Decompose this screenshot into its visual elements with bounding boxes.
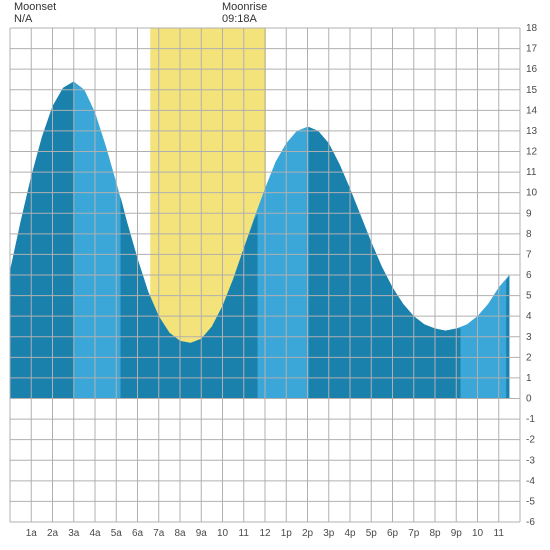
- y-tick-label: 7: [526, 249, 532, 260]
- x-tick-label: 2a: [47, 528, 59, 539]
- y-tick-label: 12: [526, 147, 538, 158]
- x-tick-label: 8a: [174, 528, 186, 539]
- y-tick-label: 18: [526, 23, 538, 34]
- x-tick-label: 5p: [366, 528, 378, 539]
- x-tick-label: 3p: [323, 528, 335, 539]
- y-tick-label: -4: [526, 476, 535, 487]
- x-tick-label: 4a: [89, 528, 101, 539]
- y-tick-label: 6: [526, 270, 532, 281]
- y-tick-label: 5: [526, 291, 532, 302]
- y-tick-label: -2: [526, 435, 535, 446]
- y-tick-label: 8: [526, 229, 532, 240]
- y-tick-label: 14: [526, 105, 538, 116]
- x-tick-label: 10: [472, 528, 484, 539]
- y-tick-label: 2: [526, 352, 532, 363]
- moonset-value: N/A: [14, 13, 33, 25]
- x-tick-label: 9p: [451, 528, 463, 539]
- x-tick-label: 5a: [111, 528, 123, 539]
- x-tick-label: 2p: [302, 528, 314, 539]
- y-tick-label: 0: [526, 394, 532, 405]
- x-tick-label: 6p: [387, 528, 399, 539]
- y-tick-label: -3: [526, 455, 535, 466]
- y-tick-label: 13: [526, 126, 538, 137]
- y-tick-label: -6: [526, 517, 535, 528]
- x-tick-label: 4p: [344, 528, 356, 539]
- y-tick-label: 10: [526, 188, 538, 199]
- x-tick-label: 8p: [429, 528, 441, 539]
- y-tick-label: 11: [526, 167, 537, 178]
- y-tick-label: 16: [526, 64, 538, 75]
- y-tick-label: 15: [526, 85, 538, 96]
- moonset-title: Moonset: [14, 1, 56, 13]
- x-tick-label: 1a: [26, 528, 38, 539]
- y-tick-label: 4: [526, 311, 532, 322]
- x-tick-label: 12: [259, 528, 271, 539]
- x-tick-label: 6a: [132, 528, 144, 539]
- x-tick-label: 9a: [196, 528, 208, 539]
- x-tick-label: 3a: [68, 528, 80, 539]
- moonrise-value: 09:18A: [222, 13, 258, 25]
- x-tick-label: 10: [217, 528, 229, 539]
- tide-chart: -6-5-4-3-2-10123456789101112131415161718…: [0, 0, 550, 550]
- x-tick-label: 1p: [281, 528, 293, 539]
- y-tick-label: -1: [526, 414, 535, 425]
- moonrise-title: Moonrise: [222, 1, 267, 13]
- y-tick-label: 3: [526, 332, 532, 343]
- x-tick-label: 7a: [153, 528, 165, 539]
- y-tick-label: 1: [526, 373, 532, 384]
- y-tick-label: -5: [526, 496, 535, 507]
- y-tick-label: 9: [526, 208, 532, 219]
- x-tick-label: 11: [239, 528, 250, 539]
- tide-chart-container: -6-5-4-3-2-10123456789101112131415161718…: [0, 0, 550, 550]
- x-tick-label: 11: [494, 528, 505, 539]
- x-tick-label: 7p: [408, 528, 420, 539]
- y-tick-label: 17: [526, 44, 538, 55]
